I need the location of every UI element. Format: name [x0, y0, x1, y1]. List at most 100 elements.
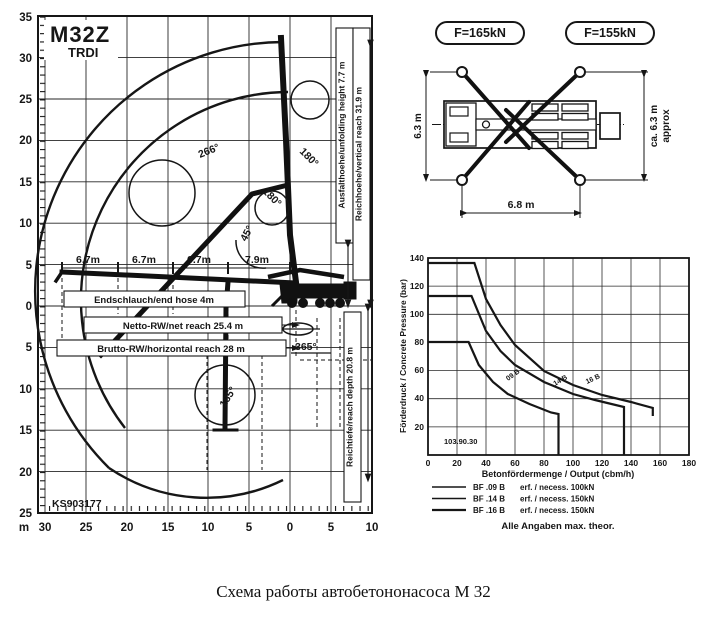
net-reach-label: Netto-RW/net reach 25.4 m [123, 321, 243, 332]
y-tick: 25 [19, 508, 32, 520]
curve-bf09 [428, 340, 560, 455]
segment-label: 7.9m [245, 254, 269, 266]
pump-x-labels: 0 20 40 60 80 100 120 140 160 180 [426, 458, 697, 468]
outrigger-beams [460, 70, 582, 182]
y-tick: 20 [19, 135, 32, 147]
y-tick: 10 [19, 384, 32, 396]
track-width-right-label: ca. 6.3 m [649, 105, 660, 147]
diagram-title: M32Z [50, 22, 110, 47]
x-tick: 30 [39, 522, 52, 534]
pump-legend: BF .09 B erf. / necess. 100kN BF .14 B e… [432, 483, 594, 515]
legend-note-3: erf. / necess. 150kN [520, 506, 594, 515]
angle-arcs [128, 80, 330, 426]
x-tick: 10 [202, 522, 215, 534]
reach-depth-label: Reichtiefe/reach depth 20.8 m [345, 347, 355, 467]
front-force-pill [435, 21, 525, 45]
rear-force-pill [565, 21, 655, 45]
x-tick: 0 [287, 522, 293, 534]
track-width-left-label: 6.3 m [414, 113, 424, 139]
angle-fold: 266° [197, 142, 222, 161]
pump-x-tick: 160 [653, 458, 667, 468]
dimension-lines [423, 70, 648, 218]
x-axis-labels: m 30 25 20 15 10 5 0 5 10 [19, 522, 379, 534]
pump-y-tick: 80 [415, 337, 425, 347]
end-hose-label: Endschlauch/end hose 4m [94, 295, 214, 306]
pump-x-tick: 20 [452, 458, 462, 468]
y-tick: 0 [26, 301, 32, 313]
truck-top-view [432, 100, 624, 150]
legend-model-2: BF .14 B [473, 495, 505, 504]
pump-y-tick: 120 [410, 281, 424, 291]
y-tick: 15 [19, 177, 32, 189]
outrigger-plan-diagram: F=165kN F=155kN 6 [414, 21, 672, 218]
pump-x-tick: 140 [624, 458, 638, 468]
angle-elbow: 45° [238, 224, 256, 244]
truck-silhouette [267, 267, 357, 308]
support-length-label: 6.8 m [508, 199, 535, 211]
legend-note-1: erf. / necess. 100kN [520, 483, 594, 492]
curve-bf16 [428, 261, 654, 416]
segment-label: 6.7m [132, 254, 156, 266]
front-force-label: F=165kN [454, 26, 506, 40]
curve-label-16: 16 B [585, 373, 601, 386]
y-minor-ticks [38, 16, 46, 513]
pump-chart-code: 103.90.30 [444, 437, 477, 446]
unfolding-height-label: Ausfalthoehe/unfolding height 7.7 m [337, 61, 347, 208]
pump-y-tick: 140 [410, 253, 424, 263]
y-tick: 30 [19, 53, 32, 65]
working-range-diagram: 35 30 25 20 15 10 5 0 5 10 15 20 25 m 30… [19, 12, 379, 534]
diagram-subtitle: TRDI [68, 45, 98, 60]
pump-x-tick: 80 [539, 458, 549, 468]
gross-reach-label: Brutto-RW/horizontal reach 28 m [97, 344, 245, 355]
pump-x-tick: 120 [595, 458, 609, 468]
rear-force-label: F=155kN [584, 26, 636, 40]
x-minor-ticks [45, 506, 372, 513]
x-tick: 25 [80, 522, 93, 534]
pump-y-tick: 60 [415, 365, 425, 375]
pump-x-tick: 40 [481, 458, 491, 468]
y-tick: 20 [19, 467, 32, 479]
title-box [44, 20, 118, 60]
angle-top: 180° [297, 146, 321, 170]
pump-x-axis-title: Betonfördermenge / Output (cbm/h) [482, 469, 635, 479]
pump-y-tick: 20 [415, 422, 425, 432]
segment-label: 6.7m [76, 254, 100, 266]
vertical-reach-label: Reichhoehe/vertical reach 31.9 m [354, 86, 364, 221]
x-tick: 10 [366, 522, 379, 534]
angle-slew: 365° [295, 341, 317, 353]
x-tick: 5 [328, 522, 335, 534]
pump-x-tick: 0 [426, 458, 431, 468]
track-width-right-approx: approx [661, 109, 672, 143]
y-tick: 5 [26, 260, 33, 272]
pump-y-labels: 140 120 100 80 60 40 20 [410, 253, 424, 432]
x-tick: 15 [162, 522, 175, 534]
curve-bf14 [428, 294, 626, 455]
curve-inline-labels: 09 B 14 B 16 B [505, 368, 601, 387]
reach-callouts: Endschlauch/end hose 4m Netto-RW/net rea… [56, 290, 300, 357]
pump-x-tick: 100 [566, 458, 580, 468]
legend-model-1: BF .09 B [473, 483, 505, 492]
pump-grid [428, 258, 689, 455]
reach-envelope [33, 40, 289, 499]
y-tick: 5 [26, 342, 33, 354]
pump-chart-footer: Alle Angaben max. theor. [501, 521, 614, 532]
y-tick: 35 [19, 12, 32, 24]
pressure-output-chart: 140 120 100 80 60 40 20 0 20 40 60 80 10… [398, 253, 697, 532]
y-tick: 25 [19, 94, 32, 106]
legend-model-3: BF .16 B [473, 506, 505, 515]
x-tick: 20 [121, 522, 134, 534]
axis-unit-label: m [19, 522, 29, 534]
pump-curves [428, 261, 654, 455]
pump-x-tick: 60 [510, 458, 520, 468]
pump-y-tick: 100 [410, 309, 424, 319]
y-axis-labels: 35 30 25 20 15 10 5 0 5 10 15 20 25 [19, 12, 32, 520]
drawing-number: KS903177 [52, 498, 102, 510]
y-tick: 15 [19, 425, 32, 437]
boom-segment-dimensions: 6.7m 6.7m 6.7m 7.9m [61, 254, 291, 274]
legend-note-2: erf. / necess. 150kN [520, 495, 594, 504]
figure-caption: Схема работы автобетононасоса М 32 [216, 582, 491, 601]
pump-y-tick: 40 [415, 393, 425, 403]
pump-y-axis-title: Förderdruck / Concrete Pressure (bar) [398, 279, 408, 433]
x-tick: 5 [246, 522, 253, 534]
outrigger-pads [456, 66, 586, 186]
